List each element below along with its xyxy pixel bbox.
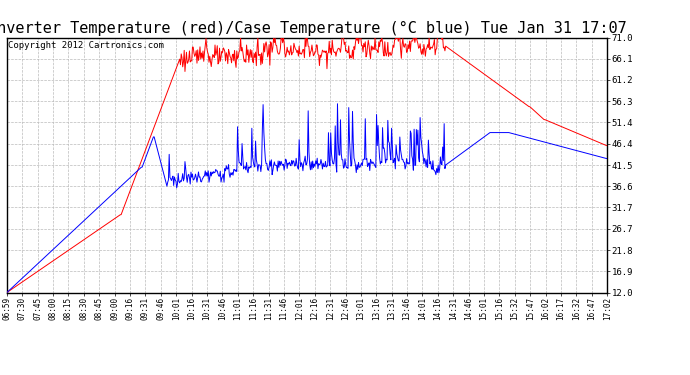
Text: Copyright 2012 Cartronics.com: Copyright 2012 Cartronics.com [8,41,164,50]
Title: Inverter Temperature (red)/Case Temperature (°C blue) Tue Jan 31 17:07: Inverter Temperature (red)/Case Temperat… [0,21,627,36]
